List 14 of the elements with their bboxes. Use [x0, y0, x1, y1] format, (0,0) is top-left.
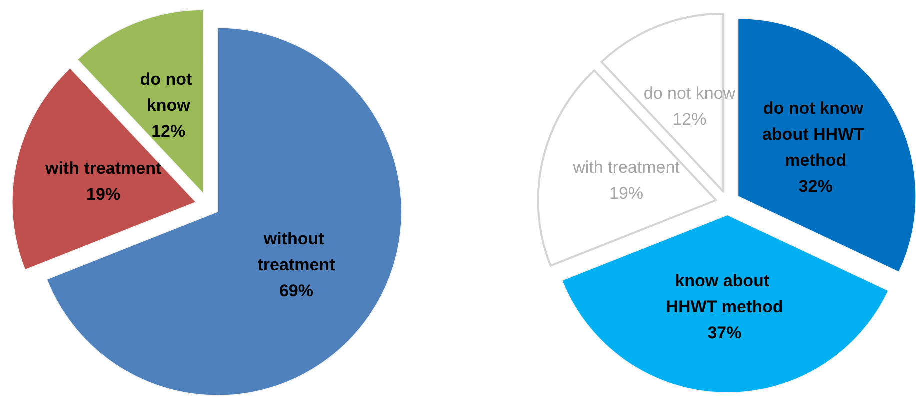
data-label: 12%: [152, 122, 186, 142]
data-label: 19%: [86, 185, 121, 204]
slice-label: with treatment: [572, 158, 680, 177]
data-label: 19%: [609, 184, 644, 203]
slice-label: without treatment: [258, 230, 336, 275]
data-label: 69%: [279, 282, 314, 301]
slice-label: do not know: [644, 84, 736, 103]
slice-label: do not know: [140, 70, 197, 116]
slice-label: with treatment: [44, 159, 162, 178]
data-label: 37%: [708, 323, 742, 342]
data-label: 32%: [798, 176, 833, 196]
data-label: 12%: [672, 110, 707, 129]
slice-label: know about HHWT method: [666, 271, 784, 316]
slice-label: do not know about HHWT method: [762, 98, 870, 170]
